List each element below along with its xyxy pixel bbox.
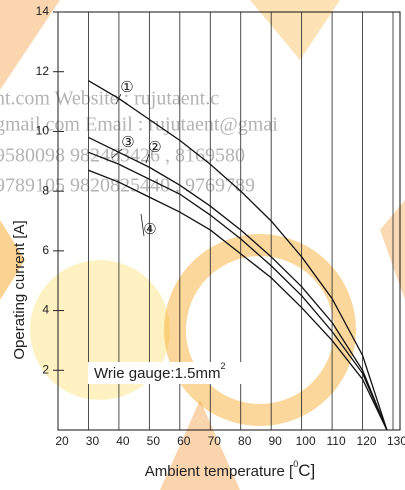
callout-leader — [115, 93, 122, 105]
series-label: ① — [120, 79, 133, 96]
series-label: ③ — [121, 134, 134, 151]
watermark-text: 9789105 9820825440 , 9769789 — [0, 175, 255, 197]
x-tick-label: 30 — [86, 434, 100, 448]
x-axis-label: Ambient temperature [0C] — [145, 459, 315, 480]
annotation-text: Wrie gauge:1.5mm — [94, 365, 220, 382]
x-tick-label: 130 — [387, 434, 405, 448]
x-tick-label: 90 — [269, 434, 283, 448]
x-tick-label: 20 — [55, 434, 69, 448]
x-tick-label: 50 — [147, 434, 161, 448]
series-line — [88, 136, 388, 431]
y-tick-label: 12 — [36, 64, 50, 78]
y-axis-label: Operating current [A] — [11, 220, 28, 359]
y-tick-label: 4 — [42, 303, 49, 317]
series-line — [88, 169, 388, 431]
y-tick-label: 2 — [42, 362, 49, 376]
x-tick-label: 110 — [327, 434, 346, 448]
x-tick-label: 70 — [208, 434, 222, 448]
x-label-sup: 0 — [293, 459, 298, 469]
y-tick-label: 10 — [36, 124, 50, 138]
series-line — [88, 80, 388, 431]
watermark: nt.com Website : rujutaent.c gmail.com Em… — [0, 88, 278, 197]
y-tick-label: 8 — [42, 183, 49, 197]
x-label-text: Ambient temperature [ — [145, 463, 294, 480]
watermark-text: 9580098 982463426 , 8169580 — [0, 145, 245, 167]
callout-leader — [111, 148, 123, 159]
series-label: ② — [148, 139, 161, 156]
annotation-sup: 2 — [220, 361, 225, 371]
x-tick-label: 40 — [116, 434, 130, 448]
x-tick-label: 100 — [296, 434, 316, 448]
watermark-text: nt.com Website : rujutaent.c — [0, 88, 219, 110]
x-tick-label: 80 — [238, 434, 252, 448]
x-label-unit: C] — [298, 461, 315, 480]
annotation-bg — [88, 362, 268, 384]
callout-leader — [140, 213, 145, 237]
watermark-text: gmail.com Email : rujutaent@gmai — [0, 114, 278, 136]
x-tick-label: 60 — [177, 434, 191, 448]
series-label: ④ — [143, 221, 156, 238]
y-tick-label: 6 — [42, 243, 49, 257]
callout-leader — [145, 153, 150, 164]
x-tick-label: 120 — [357, 434, 377, 448]
annotation: Wrie gauge:1.5mm2 — [94, 361, 225, 382]
y-tick-label: 14 — [36, 4, 50, 18]
series-line — [88, 151, 388, 431]
